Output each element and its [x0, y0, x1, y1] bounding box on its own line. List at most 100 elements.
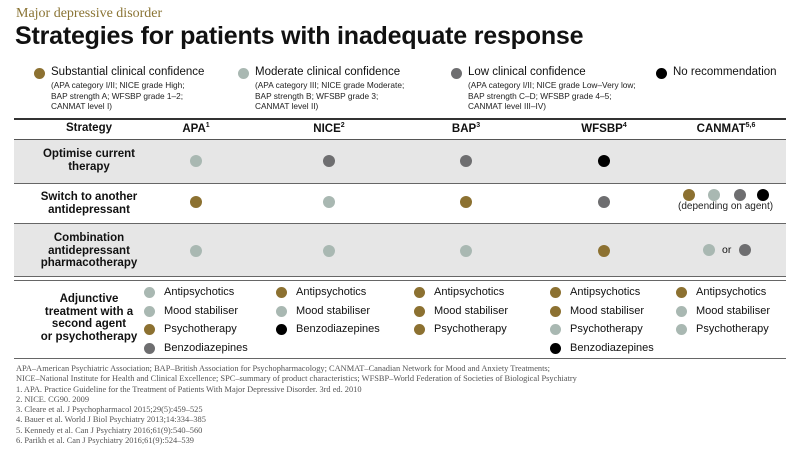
moderate-dot-icon — [676, 305, 687, 317]
header-strategy: Strategy — [65, 122, 113, 134]
footnote-line: NICE–National Institute for Health and C… — [16, 374, 577, 384]
text-line: BAP strength B; WFSBP grade 3; — [255, 90, 379, 101]
header-canmat: CANMAT5,6 — [696, 122, 756, 135]
none-dot-icon — [656, 68, 667, 79]
none-dot-icon — [276, 324, 287, 335]
legend-label: Low clinical confidence — [468, 66, 586, 78]
rating-dot-bap-substantial — [460, 196, 472, 208]
moderate-dot-icon — [144, 287, 155, 298]
rating-dot-wfsbp-low — [598, 196, 610, 208]
footnotes: APA–American Psychiatric Association; BA… — [16, 364, 577, 446]
legend-label: Substantial clinical confidence — [51, 66, 205, 78]
legend-detail: (APA category I/II; NICE grade Low–Very … — [468, 80, 636, 112]
rating-dot-nice-moderate — [323, 245, 335, 257]
rating-dot-apa-moderate — [190, 245, 202, 257]
header-nice: NICE2 — [313, 122, 345, 135]
text-line: BAP strength C–D; WFSBP grade 4–5; — [468, 90, 612, 101]
footnote-line: 1. APA. Practice Guideline for the Treat… — [16, 384, 362, 394]
page-title: Strategies for patients with inadequate … — [15, 22, 584, 50]
footnote-line: APA–American Psychiatric Association; BA… — [16, 364, 551, 373]
header-rule — [14, 139, 786, 140]
adjunctive-item-label: Mood stabiliser — [296, 304, 370, 317]
canmat-rating-dot-low — [734, 189, 746, 201]
text-line: treatment with a — [44, 305, 134, 318]
adjunctive-item-label: Mood stabiliser — [696, 304, 770, 317]
row-separator — [14, 183, 786, 184]
substantial-dot-icon — [414, 287, 425, 298]
substantial-dot-icon — [276, 287, 287, 298]
adjunctive-item-label: Psychotherapy — [434, 323, 507, 335]
legend-detail: (APA category III; NICE grade Moderate; B… — [255, 80, 404, 112]
text-line: Optimise current — [42, 148, 136, 160]
header-apa: APA1 — [182, 122, 210, 135]
canmat-rating-dot-none — [757, 189, 769, 201]
strategy-adjunctive: Adjunctive treatment with a second agent or… — [14, 293, 164, 343]
text-line: (APA category I/II; NICE grade Low–Very … — [468, 80, 636, 90]
low-dot-icon — [451, 68, 462, 79]
legend: Substantial clinical confidence (APA cat… — [0, 66, 800, 116]
text-line: or psychotherapy — [40, 330, 138, 343]
strategy-switch: Switch to another antidepressant — [14, 191, 164, 216]
header-wfsbp: WFSBP4 — [581, 122, 627, 135]
text-line: antidepressant — [48, 203, 130, 216]
canmat-rating-dot-moderate — [708, 189, 720, 201]
footnote-line: 5. Kennedy et al. Can J Psychiatry 2016;… — [16, 425, 203, 435]
adjunctive-item-label: Antipsychotics — [696, 286, 767, 298]
adjunctive-item-label: Benzodiazepines — [296, 323, 380, 335]
adjunctive-item-label: Benzodiazepines — [570, 341, 654, 354]
substantial-dot-icon — [34, 68, 45, 79]
substantial-dot-icon — [550, 287, 561, 298]
table-top-rule — [14, 118, 786, 120]
footnote-line: 3. Cleare et al. J Psychopharmacol 2015;… — [16, 405, 203, 415]
legend-detail: (APA category I/II; NICE grade High; BAP … — [51, 80, 185, 112]
rating-dot-nice-low — [323, 155, 335, 167]
moderate-dot-icon — [550, 324, 561, 335]
header-bap: BAP3 — [451, 122, 481, 135]
moderate-dot-icon — [276, 305, 287, 317]
row-band-optimise — [14, 140, 786, 183]
moderate-dot-icon — [144, 305, 155, 317]
adjunctive-item-label: Mood stabiliser — [570, 304, 644, 317]
low-dot-icon — [144, 342, 155, 354]
rating-dot-wfsbp-substantial — [598, 245, 610, 257]
moderate-dot-icon — [238, 68, 249, 79]
substantial-dot-icon — [414, 305, 425, 317]
text-line: therapy — [68, 160, 110, 173]
canmat-note: (depending on agent) — [678, 201, 774, 212]
adjunctive-item-label: Antipsychotics — [434, 286, 505, 298]
adjunctive-item-label: Mood stabiliser — [434, 304, 508, 317]
text-line: Combination — [53, 232, 125, 244]
substantial-dot-icon — [550, 305, 561, 317]
row-band-combination — [14, 224, 786, 276]
row-separator — [14, 276, 786, 277]
rating-dot-bap-moderate — [460, 245, 472, 257]
text-line: pharmacotherapy — [40, 257, 138, 269]
legend-label: No recommendation — [673, 66, 777, 78]
adjunctive-item-label: Psychotherapy — [164, 323, 237, 335]
adjunctive-item-label: Benzodiazepines — [164, 341, 248, 354]
adjunctive-item-label: Psychotherapy — [570, 323, 643, 335]
text-line: (APA category I/II; NICE grade High; — [51, 80, 185, 90]
rating-dot-bap-low — [460, 155, 472, 167]
adjunctive-item-label: Antipsychotics — [164, 286, 235, 298]
rating-dot-apa-substantial — [190, 196, 202, 208]
text-line: CANMAT level I) — [51, 101, 113, 111]
legend-label: Moderate clinical confidence — [255, 66, 401, 78]
footnote-line: 2. NICE. CG90. 2009 — [16, 394, 90, 404]
row-separator — [14, 280, 786, 281]
adjunctive-item-label: Antipsychotics — [570, 286, 641, 298]
moderate-dot-icon — [676, 324, 687, 335]
text-line: CANMAT level III–IV) — [468, 101, 547, 111]
adjunctive-item-label: Psychotherapy — [696, 323, 769, 335]
strategy-optimise: Optimise current therapy — [14, 148, 164, 173]
substantial-dot-icon — [144, 324, 155, 335]
text-line: Adjunctive — [59, 293, 119, 305]
footnote-line: 4. Bauer et al. World J Biol Psychiatry … — [16, 415, 206, 425]
row-separator — [14, 223, 786, 224]
substantial-dot-icon — [414, 324, 425, 335]
text-line: (APA category III; NICE grade Moderate; — [255, 80, 405, 90]
substantial-dot-icon — [676, 287, 687, 298]
text-line: CANMAT level II) — [255, 101, 319, 111]
rating-dot-wfsbp-none — [598, 155, 610, 167]
canmat-rating-dot-low — [739, 244, 751, 256]
